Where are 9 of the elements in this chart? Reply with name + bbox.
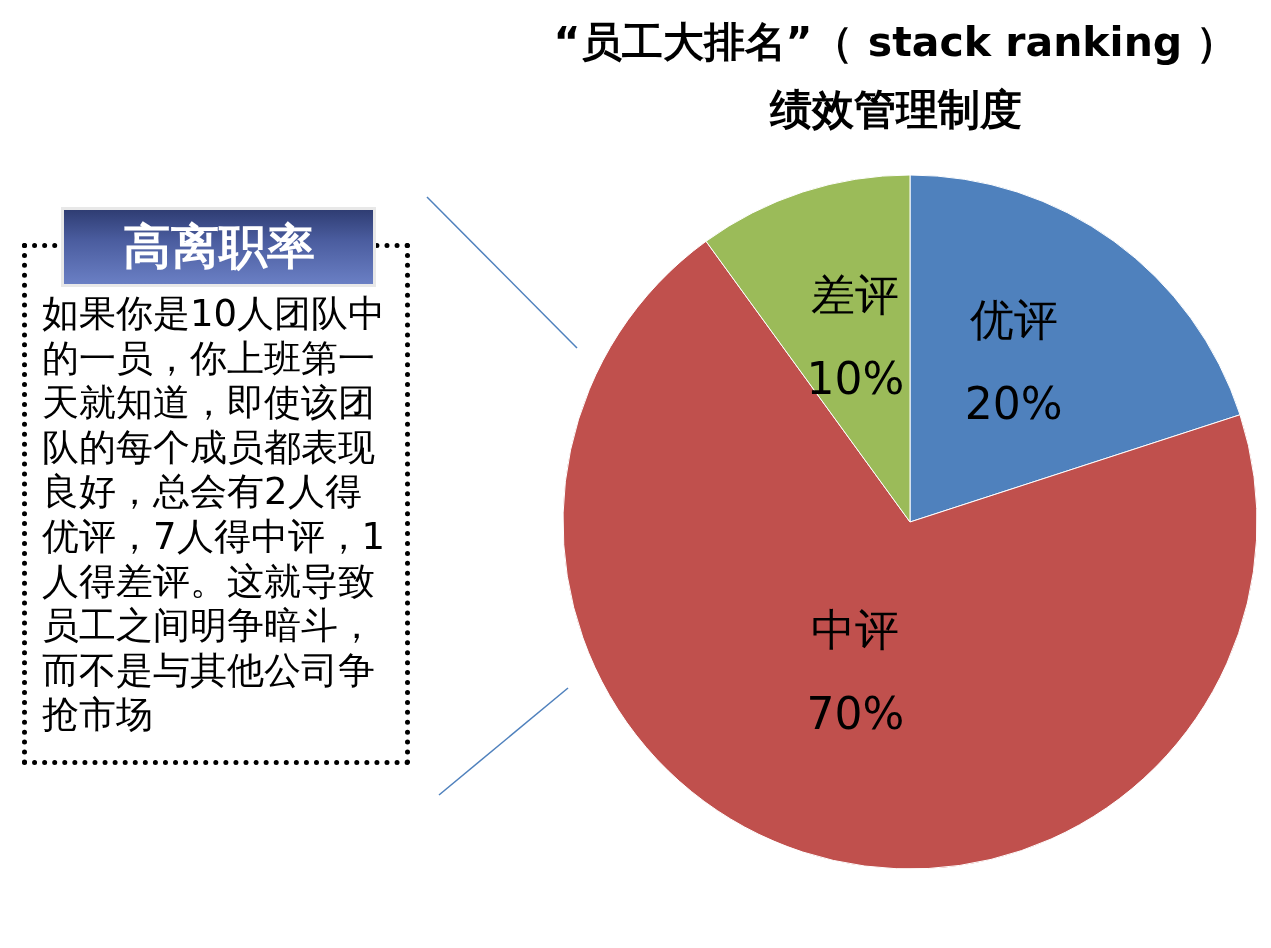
slice-label: 差评 [811, 268, 900, 320]
chart-subtitle: 绩效管理制度 [768, 84, 1022, 134]
slice-label: 优评 [969, 293, 1058, 345]
text: 如果你是10人团队中的一员，你上班第一天就知道，即使该团队的每个成员都表现良好，总会有2人得优评，7人得中评，1人得差评。这就导致员工之间明争暗斗，而不是与其他公司争抢市场 [42, 292, 386, 737]
data-label: 70% [806, 688, 905, 740]
chart-title: “员工大排名”（ stack ranking ） [553, 17, 1238, 66]
data-label: 20% [964, 377, 1063, 429]
slice-label: 中评 [811, 604, 900, 656]
data-label: 10% [806, 352, 905, 404]
